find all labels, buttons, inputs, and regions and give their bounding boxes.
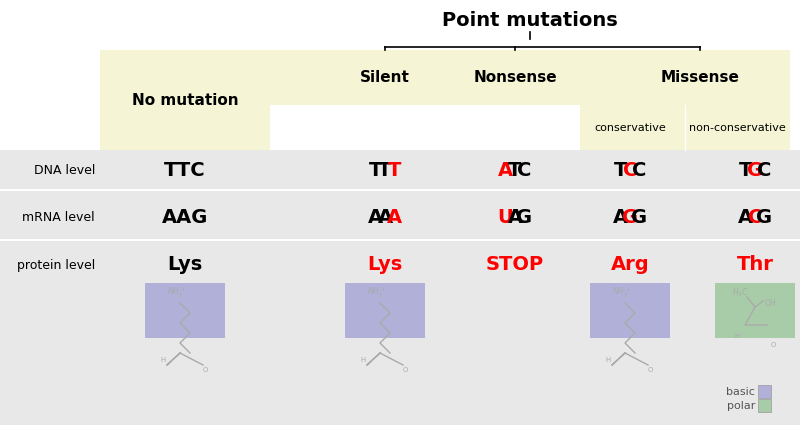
Bar <box>270 50 790 105</box>
Text: protein level: protein level <box>17 258 95 272</box>
Text: T: T <box>614 161 627 179</box>
Text: TTC: TTC <box>164 161 206 179</box>
Text: H: H <box>360 357 366 363</box>
Text: $NH_3^+$: $NH_3^+$ <box>613 286 631 300</box>
Text: T: T <box>378 161 392 179</box>
Text: H: H <box>160 357 166 363</box>
Text: G: G <box>747 161 763 179</box>
Text: O: O <box>202 367 208 373</box>
Text: $H_3C$: $H_3C$ <box>732 287 748 299</box>
Text: C: C <box>623 161 637 179</box>
Text: Thr: Thr <box>737 255 774 275</box>
Text: conservative: conservative <box>594 123 666 133</box>
Text: STOP: STOP <box>486 255 544 275</box>
Bar <box>0 190 800 240</box>
Text: Nonsense: Nonsense <box>473 70 557 85</box>
Text: T: T <box>388 161 401 179</box>
Bar <box>0 150 800 190</box>
Text: Missense: Missense <box>661 70 739 85</box>
Text: T: T <box>739 161 752 179</box>
Text: Lys: Lys <box>367 255 402 275</box>
Text: Lys: Lys <box>167 255 202 275</box>
Text: polar: polar <box>726 401 755 411</box>
Text: Point mutations: Point mutations <box>442 11 618 29</box>
Text: T: T <box>369 161 382 179</box>
Text: A: A <box>368 207 383 227</box>
Bar <box>145 283 225 338</box>
Text: $NH_3^+$: $NH_3^+$ <box>167 286 186 300</box>
Bar <box>0 150 800 425</box>
Bar <box>715 283 795 338</box>
Text: G: G <box>631 207 647 227</box>
Text: A: A <box>738 207 753 227</box>
Text: C: C <box>758 161 772 179</box>
Text: H: H <box>606 357 610 363</box>
Text: C: C <box>632 161 646 179</box>
Text: non-conservative: non-conservative <box>689 123 786 133</box>
Text: U: U <box>498 207 514 227</box>
Text: A: A <box>387 207 402 227</box>
Text: OH: OH <box>764 298 776 308</box>
Text: DNA level: DNA level <box>34 164 95 176</box>
Text: basic: basic <box>726 387 755 397</box>
Text: A: A <box>507 207 522 227</box>
Bar <box>345 283 425 338</box>
Text: T: T <box>508 161 522 179</box>
Text: G: G <box>517 207 533 227</box>
Text: G: G <box>757 207 773 227</box>
Text: G: G <box>622 207 638 227</box>
Bar <box>100 50 270 150</box>
Text: AAG: AAG <box>162 207 208 227</box>
Text: Silent: Silent <box>360 70 410 85</box>
Text: A: A <box>378 207 393 227</box>
Text: C: C <box>748 207 762 227</box>
Text: mRNA level: mRNA level <box>22 210 95 224</box>
Text: A: A <box>613 207 628 227</box>
Text: No mutation: No mutation <box>132 93 238 108</box>
Text: A: A <box>498 161 513 179</box>
Bar <box>580 105 790 150</box>
Text: O: O <box>647 367 653 373</box>
Text: $NH_3^+$: $NH_3^+$ <box>367 286 386 300</box>
Text: C: C <box>518 161 532 179</box>
Bar <box>758 399 771 412</box>
Text: O: O <box>770 342 776 348</box>
Text: O: O <box>402 367 408 373</box>
Text: Arg: Arg <box>610 255 650 275</box>
Bar <box>758 385 771 398</box>
Text: H: H <box>734 333 740 339</box>
Bar <box>590 283 670 338</box>
Bar <box>0 240 800 425</box>
